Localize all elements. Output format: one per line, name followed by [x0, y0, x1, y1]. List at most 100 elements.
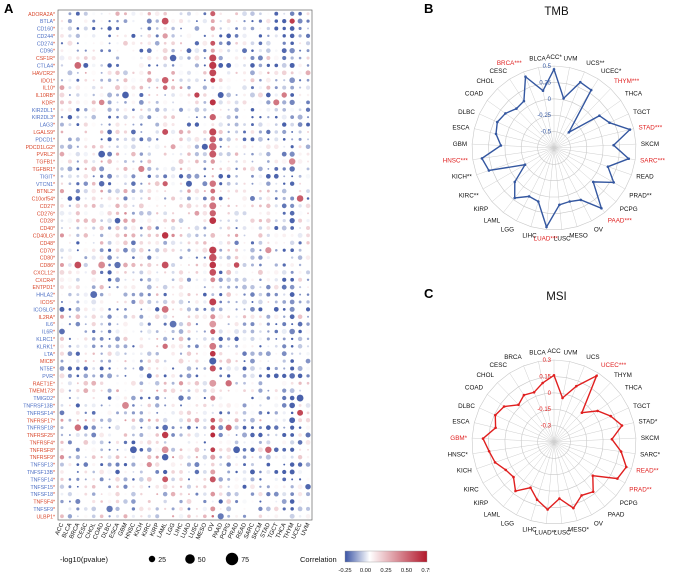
svg-text:THCA: THCA: [625, 91, 643, 98]
svg-text:KICH: KICH: [133, 522, 144, 538]
svg-text:CXCL12*: CXCL12*: [33, 270, 55, 276]
svg-text:LGG: LGG: [166, 522, 177, 536]
svg-text:TNFRSF14*: TNFRSF14*: [27, 411, 55, 417]
svg-text:UCEC***: UCEC***: [601, 362, 627, 369]
svg-text:KIR2DL1*: KIR2DL1*: [32, 108, 55, 114]
svg-text:KDR*: KDR*: [42, 100, 55, 106]
svg-text:KIRC: KIRC: [464, 487, 479, 494]
svg-text:KIRC: KIRC: [141, 522, 153, 538]
svg-text:50: 50: [198, 557, 206, 564]
svg-text:ENTPD1*: ENTPD1*: [33, 285, 56, 291]
svg-text:-0.5: -0.5: [541, 130, 552, 136]
svg-text:CD96*: CD96*: [40, 49, 55, 55]
svg-text:ICOSLG*: ICOSLG*: [33, 307, 55, 313]
svg-text:0.75: 0.75: [421, 568, 430, 574]
svg-text:TGCT: TGCT: [633, 109, 650, 116]
panel-a-letter: A: [4, 1, 14, 16]
svg-text:LUSC: LUSC: [554, 530, 571, 537]
svg-text:HAVCR2*: HAVCR2*: [32, 71, 55, 77]
svg-text:MESO: MESO: [569, 233, 588, 240]
svg-text:PDCD1LG2*: PDCD1LG2*: [26, 145, 55, 151]
svg-text:-0.15: -0.15: [537, 407, 551, 413]
svg-text:KIRP: KIRP: [473, 206, 488, 213]
svg-text:KIRP: KIRP: [149, 522, 160, 537]
svg-text:TNFSF18*: TNFSF18*: [30, 492, 55, 498]
svg-text:TGCT: TGCT: [633, 403, 650, 410]
svg-text:READ: READ: [636, 174, 654, 181]
svg-text:LTA*: LTA*: [44, 352, 55, 358]
svg-text:0.25: 0.25: [539, 80, 551, 86]
svg-text:-0.3: -0.3: [541, 424, 552, 430]
svg-text:THCA: THCA: [625, 385, 643, 392]
svg-text:ESCA: ESCA: [452, 125, 470, 132]
svg-text:GBM: GBM: [118, 522, 129, 537]
svg-text:PRAD**: PRAD**: [629, 193, 652, 200]
svg-text:CSF1R*: CSF1R*: [36, 56, 55, 62]
svg-text:TGFBR1*: TGFBR1*: [33, 167, 56, 173]
svg-text:IL2RA*: IL2RA*: [39, 315, 55, 321]
svg-text:LAML: LAML: [484, 511, 501, 518]
svg-text:CD40LG*: CD40LG*: [33, 234, 55, 240]
svg-text:BRCA: BRCA: [504, 354, 522, 361]
svg-text:TIGIT*: TIGIT*: [40, 174, 55, 180]
svg-text:HNSC*: HNSC*: [448, 452, 469, 459]
svg-text:CD48*: CD48*: [40, 241, 55, 247]
svg-text:KLRC1*: KLRC1*: [36, 337, 55, 343]
svg-text:BLCA: BLCA: [529, 56, 546, 63]
svg-text:IL10RB*: IL10RB*: [36, 93, 55, 99]
svg-text:CD276*: CD276*: [37, 211, 55, 217]
svg-text:OV: OV: [207, 522, 216, 532]
svg-text:STAD***: STAD***: [639, 125, 663, 132]
svg-text:PRAD**: PRAD**: [629, 487, 652, 494]
svg-text:LGG: LGG: [501, 520, 514, 527]
svg-text:ACC*: ACC*: [546, 54, 562, 61]
svg-text:TNFRSF25*: TNFRSF25*: [27, 433, 55, 439]
svg-text:KLRK1*: KLRK1*: [37, 344, 55, 350]
svg-text:TNFSF13B*: TNFSF13B*: [27, 470, 55, 476]
svg-text:CD244*: CD244*: [37, 34, 55, 40]
svg-text:OV: OV: [594, 520, 604, 527]
svg-text:TNFSF13*: TNFSF13*: [30, 463, 55, 469]
svg-text:LIHC: LIHC: [522, 233, 537, 240]
svg-text:BRCA***: BRCA***: [497, 60, 522, 67]
svg-text:-0.25: -0.25: [338, 568, 351, 574]
svg-text:ADORA2A*: ADORA2A*: [28, 12, 55, 18]
svg-text:CD28*: CD28*: [40, 219, 55, 225]
svg-text:SKCM: SKCM: [641, 435, 659, 442]
svg-text:LGALS9*: LGALS9*: [33, 130, 55, 136]
svg-text:TMEM173*: TMEM173*: [29, 389, 55, 395]
svg-text:KICH: KICH: [457, 468, 472, 475]
svg-text:TNFSF15*: TNFSF15*: [30, 485, 55, 491]
svg-text:ICOS*: ICOS*: [40, 300, 55, 306]
svg-text:SKCM: SKCM: [641, 141, 659, 148]
svg-text:KIRC**: KIRC**: [459, 193, 479, 200]
svg-text:TNFRSF8*: TNFRSF8*: [30, 448, 55, 454]
svg-text:MICB*: MICB*: [40, 359, 55, 365]
svg-text:TGFB1*: TGFB1*: [36, 160, 55, 166]
svg-text:COAD: COAD: [465, 91, 484, 98]
svg-text:PCPG: PCPG: [620, 206, 638, 213]
svg-text:PAAD***: PAAD***: [608, 217, 633, 224]
svg-text:IL10*: IL10*: [43, 86, 55, 92]
svg-text:UVM: UVM: [564, 350, 578, 357]
bubble-matrix-chart: ADORA2A*BTLA* CD160*CD244*CD274* CD96*CSF1…: [23, 9, 430, 574]
svg-text:0: 0: [548, 97, 552, 103]
svg-text:IL6*: IL6*: [46, 322, 55, 328]
svg-text:0.50: 0.50: [401, 568, 412, 574]
tmb-radar-title: TMB: [544, 6, 569, 18]
svg-text:KIRP: KIRP: [473, 500, 488, 507]
svg-text:GBM*: GBM*: [450, 435, 467, 442]
svg-text:OV: OV: [594, 226, 604, 233]
svg-text:PDCD1*: PDCD1*: [35, 137, 55, 143]
svg-text:TNFRSF18*: TNFRSF18*: [27, 426, 55, 432]
svg-text:LGG: LGG: [501, 226, 514, 233]
svg-text:C10orf54*: C10orf54*: [32, 197, 55, 203]
svg-text:KIR2DL3*: KIR2DL3*: [32, 115, 55, 121]
svg-text:THYM: THYM: [614, 372, 632, 379]
svg-text:LUAD***: LUAD***: [534, 236, 559, 243]
svg-text:HNSC***: HNSC***: [443, 158, 469, 165]
svg-text:BTNL2*: BTNL2*: [37, 189, 55, 195]
svg-text:TNFRSF13B*: TNFRSF13B*: [23, 404, 55, 410]
svg-text:TNFRSF4*: TNFRSF4*: [30, 440, 55, 446]
svg-text:CD274*: CD274*: [37, 41, 55, 47]
